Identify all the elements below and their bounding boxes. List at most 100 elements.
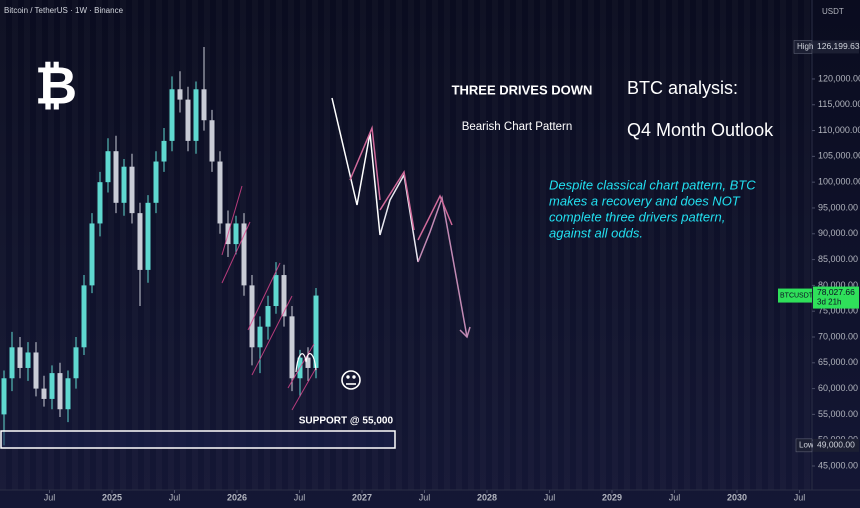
y-tick-label: 70,000.00 [818,331,858,341]
note-line: Despite classical chart pattern, BTC [549,177,756,192]
high-marker-value-box [813,40,859,54]
y-tick-label: 105,000.00 [818,151,860,161]
candle-body [249,285,255,348]
candle-body [17,347,23,368]
candle-body [193,89,199,141]
candle-body [185,99,191,141]
neutral-face-icon [341,370,361,390]
candle-body [25,352,31,368]
y-tick-label: 65,000.00 [818,357,858,367]
candle-body [153,161,159,203]
candle-body [9,347,15,379]
y-tick-label: 95,000.00 [818,202,858,212]
x-tick-label: Jul [419,492,431,502]
candle-body [33,352,39,389]
channel-lines [221,185,317,411]
high-marker-label: High [797,42,813,51]
candle-body [201,89,207,121]
x-tick-label: Jul [169,492,181,502]
candle-body [257,326,263,348]
background-stripes [0,0,812,490]
y-tick-label: 120,000.00 [818,73,860,83]
low-marker-label: Low [799,440,814,449]
three-drives-drawing [331,97,471,339]
candle-body [121,166,127,203]
candle-body [169,89,175,141]
note: Despite classical chart pattern, BTCmake… [549,177,756,240]
y-tick-label: 110,000.00 [818,125,860,135]
candle-body [129,166,135,214]
candle-body [41,388,47,399]
low-marker-value: 49,000.00 [817,440,855,450]
candle-body [49,373,55,399]
candle-body [265,306,271,327]
y-tick-label: 75,000.00 [818,306,858,316]
bounce-drawing [295,353,317,373]
y-tick-label: 90,000.00 [818,228,858,238]
note-line: against all odds. [549,225,643,240]
x-tick-label: Jul [794,492,806,502]
candle-body [241,223,247,286]
price-value: 78,027.66 [817,287,855,297]
bitcoin-logo: ₿ [35,58,77,116]
x-tick-label: 2030 [727,492,747,502]
x-tick-label: 2029 [602,492,622,502]
support-zone [0,430,396,449]
candle-body [73,347,79,379]
candle-body [217,161,223,224]
candle-body [105,151,111,183]
candle-body [209,120,215,162]
candle-body [233,223,239,245]
y-tick-label: 55,000.00 [818,409,858,419]
candle-body [137,213,143,270]
plot [1,46,319,446]
candle-body [313,295,319,368]
x-tick-label: 2026 [227,492,247,502]
support-label: SUPPORT @ 55,000 [299,416,394,427]
low-marker-value-box [813,438,859,452]
candle-body [281,275,287,317]
candle-body [273,275,279,307]
price-label: BTCUSDT [780,292,814,299]
x-tick-label: Jul [294,492,306,502]
x-tick-label: Jul [44,492,56,502]
y-tick-label: 100,000.00 [818,177,860,187]
candle-body [89,223,95,286]
candle-body [305,357,311,368]
candle-body [113,151,119,203]
symbol-title: Bitcoin / TetherUS · 1W · Binance [4,6,124,15]
note-line: complete three drivers pattern, [549,209,725,224]
price-label-box [778,288,812,303]
candle-body [65,378,71,410]
y-tick-label: 45,000.00 [818,460,858,470]
high-marker-label-box [793,40,813,54]
y-tick-label: 60,000.00 [818,383,858,393]
note-line: makes a recovery and does NOT [549,193,741,208]
x-tick-label: Jul [544,492,556,502]
y-tick-label: 115,000.00 [818,99,860,109]
currency-label: USDT [822,7,844,16]
price-countdown: 3d 21h [817,298,841,307]
headline: THREE DRIVES DOWN [452,82,593,97]
y-tick-label: 85,000.00 [818,254,858,264]
candle-body [161,140,167,162]
candle-body [97,182,103,224]
subheadline: Bearish Chart Pattern [462,121,573,133]
candle-body [145,202,151,270]
x-tick-label: 2028 [477,492,497,502]
analysis-subtitle: Q4 Month Outlook [627,120,774,140]
price-value-box [813,286,859,309]
high-marker-value: 126,199.63 [817,41,860,51]
x-tick-label: 2025 [102,492,122,502]
candle-body [177,89,183,100]
y-tick-label: 80,000.00 [818,280,858,290]
candle-body [57,373,63,410]
candle-body [1,378,7,415]
analysis-title: BTC analysis: [627,78,738,98]
candle-body [81,285,87,348]
low-marker-label-box [795,438,813,453]
candle-body [289,316,295,379]
x-tick-label: Jul [669,492,681,502]
